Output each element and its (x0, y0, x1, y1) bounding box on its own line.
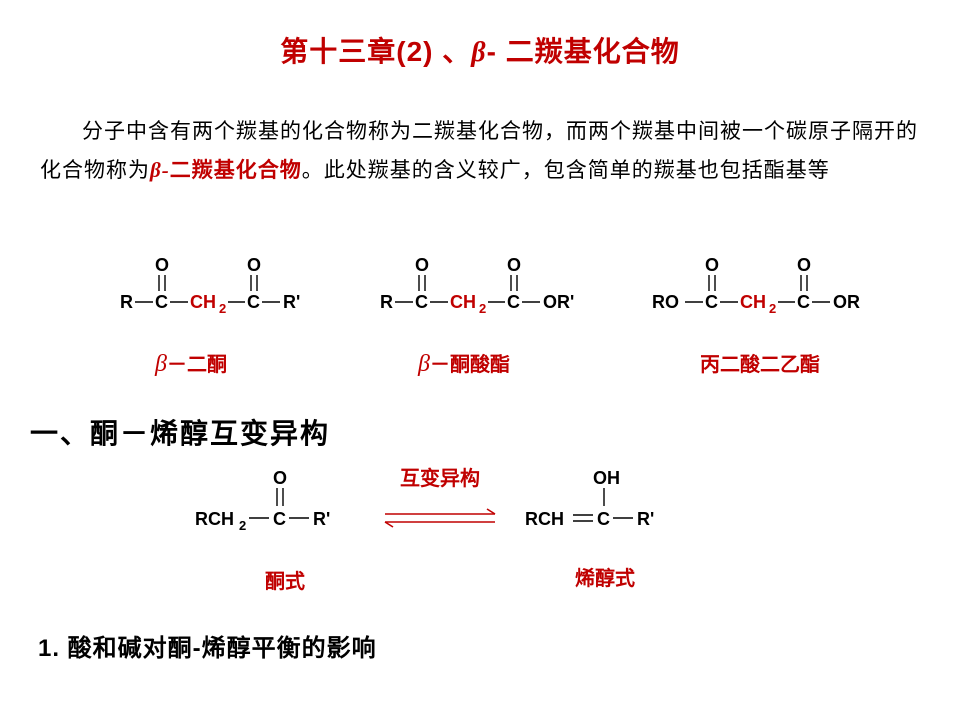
svg-text:2: 2 (769, 301, 776, 316)
label-b-beta: β (418, 351, 430, 377)
tautomerism-arrow-label: 互变异构 (400, 462, 480, 491)
label-ketoester: β－酮酸酯 (418, 348, 510, 378)
title-beta: β (471, 37, 486, 68)
svg-text:C: C (415, 292, 428, 312)
svg-text:OR': OR' (543, 292, 574, 312)
svg-text:C: C (507, 292, 520, 312)
ketoester-svg: R C O CH 2 C O OR' (375, 253, 625, 333)
intro-paragraph: 分子中含有两个羰基的化合物称为二羰基化合物，而两个羰基中间被一个碳原子隔开的化合… (40, 112, 920, 190)
enol-label: 烯醇式 (575, 562, 635, 591)
svg-text:R: R (120, 292, 133, 312)
label-diketone: β－二酮 (155, 348, 227, 378)
intro-part2: 。此处羰基的含义较广，包含简单的羰基也包括酯基等 (302, 158, 830, 182)
svg-text:CH: CH (450, 292, 476, 312)
label-a-beta: β (155, 351, 167, 377)
svg-text:RCH: RCH (525, 509, 564, 529)
structure-malonate: RO C O CH 2 C O OR (650, 253, 920, 333)
svg-text:R: R (380, 292, 393, 312)
svg-text:O: O (705, 255, 719, 275)
svg-text:C: C (155, 292, 168, 312)
structure-beta-ketoester: R C O CH 2 C O OR' (375, 253, 625, 333)
diketone-svg: R C O CH 2 C O R' (105, 253, 335, 333)
svg-text:C: C (597, 509, 610, 529)
svg-text:RCH: RCH (195, 509, 234, 529)
page-title: 第十三章(2) 、β- 二羰基化合物 (0, 30, 960, 70)
keto-label: 酮式 (265, 565, 305, 594)
intro-red-beta: β- (150, 158, 170, 182)
title-pre: 第十三章(2) 、 (280, 36, 471, 67)
malonate-svg: RO C O CH 2 C O OR (650, 253, 920, 333)
intro-red-text: 二羰基化合物 (170, 158, 302, 182)
svg-text:OH: OH (593, 468, 620, 488)
svg-text:C: C (797, 292, 810, 312)
svg-text:O: O (415, 255, 429, 275)
label-a-rest: －二酮 (167, 354, 227, 376)
svg-text:C: C (705, 292, 718, 312)
svg-text:2: 2 (219, 301, 226, 316)
svg-text:CH: CH (190, 292, 216, 312)
svg-text:C: C (247, 292, 260, 312)
page-root: 第十三章(2) 、β- 二羰基化合物 分子中含有两个羰基的化合物称为二羰基化合物… (0, 0, 960, 720)
svg-text:R': R' (637, 509, 654, 529)
svg-text:CH: CH (740, 292, 766, 312)
label-b-rest: －酮酸酯 (430, 354, 510, 376)
svg-text:C: C (273, 509, 286, 529)
svg-text:O: O (273, 468, 287, 488)
label-malonate: 丙二酸二乙酯 (700, 348, 820, 377)
svg-text:O: O (507, 255, 521, 275)
svg-text:OR: OR (833, 292, 860, 312)
svg-text:RO: RO (652, 292, 679, 312)
svg-text:R': R' (283, 292, 300, 312)
section1-sub-heading: 1. 酸和碱对酮-烯醇平衡的影响 (38, 628, 377, 663)
title-post: - 二羰基化合物 (487, 36, 680, 67)
section1-heading: 一、酮－烯醇互变异构 (30, 412, 330, 452)
svg-text:O: O (155, 255, 169, 275)
svg-text:2: 2 (479, 301, 486, 316)
svg-text:O: O (247, 255, 261, 275)
svg-text:2: 2 (239, 518, 246, 533)
svg-text:O: O (797, 255, 811, 275)
svg-text:R': R' (313, 509, 330, 529)
structure-beta-diketone: R C O CH 2 C O R' (105, 253, 335, 333)
